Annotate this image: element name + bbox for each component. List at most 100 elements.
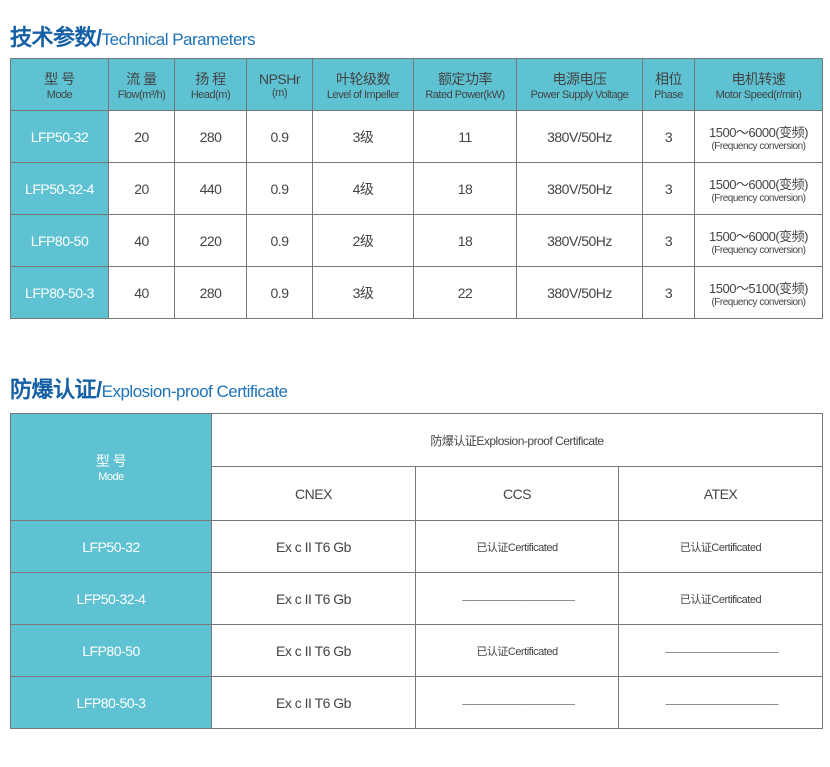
table-cell: 已认证Certificated [415,520,619,573]
table-cell: 0.9 [246,266,313,319]
table-cell: 280 [174,266,247,319]
speed-range: 1500～6000(变频) [709,176,809,192]
table-cell: 380V/50Hz [516,214,643,267]
table-cell: 380V/50Hz [516,110,643,163]
column-header: 电机转速 Motor Speed(r/min) [694,58,823,111]
table-cell: LFP80-50-3 [10,266,109,319]
table-cell: 3 [642,110,695,163]
header-cn: 扬 程 [195,70,226,87]
table-cell: 2级 [312,214,414,267]
column-header: 叶轮级数 Level of Impeller [312,58,414,111]
table-cell: Ex c II T6 Gb [211,624,416,677]
table-cell: 380V/50Hz [516,266,643,319]
table-cell: 已认证Certificated [618,520,823,573]
table-cell: —————————— [415,676,619,729]
table-cell: 220 [174,214,247,267]
table-cell: —————————— [618,676,823,729]
column-header: NPSHr (m) [246,58,313,111]
table-cell: —————————— [415,572,619,625]
cert-column-header: ATEX [618,466,823,521]
table-cell: 已认证Certificated [618,572,823,625]
header-en: Level of Impeller [326,88,400,101]
table-cell: 18 [413,214,517,267]
table-cell: 4级 [312,162,414,215]
table-cell: 40 [108,214,175,267]
table-cell: 3 [642,266,695,319]
speed-note: (Frequency conversion) [711,140,806,152]
technical-parameters-table: 型 号 Mode 流 量 Flow(m³/h) 扬 程 Head(m) NPSHr (m) 叶轮… [10,58,823,319]
table-cell: 0.9 [246,110,313,163]
column-header: 型 号 Mode [10,58,109,111]
table-cell: 3级 [312,266,414,319]
speed-range: 1500～6000(变频) [709,124,809,140]
table-cell: 20 [108,162,175,215]
table-cell: 280 [174,110,247,163]
speed-range: 1500～6000(变频) [709,228,809,244]
header-cn: 相位 [655,70,683,87]
table-cell: LFP80-50 [10,624,212,677]
table-row: LFP80-50 Ex c II T6 Gb 已认证Certificated ————… [10,624,823,677]
table-cell: 11 [413,110,517,163]
header-cn: 型 号 [44,70,75,87]
table-row: LFP50-32 Ex c II T6 Gb 已认证Certificated 已认证C… [10,520,823,573]
column-header: 流 量 Flow(m³/h) [108,58,175,111]
header-cn: 电机转速 [731,70,787,87]
table-cell: 0.9 [246,214,313,267]
table-cell: LFP50-32-4 [10,572,212,625]
table-cell: LFP50-32-4 [10,162,109,215]
cert-column-header: CNEX [211,466,416,521]
tech-title: 技术参数/Technical Parameters [10,25,256,50]
header-en: Rated Power(kW) [425,88,505,101]
speed-note: (Frequency conversion) [711,244,806,256]
table-cell: 20 [108,110,175,163]
table-row: LFP50-32-4 20 440 0.9 4级 18 380V/50Hz 3 1500～600… [10,162,823,215]
cert-group-header: 防爆认证Explosion-proof Certificate [211,413,823,467]
table-row: LFP80-50-3 Ex c II T6 Gb —————————— ———————… [10,676,823,729]
table-cell: LFP80-50-3 [10,676,212,729]
header-cn: NPSHr [258,70,301,87]
speed-note: (Frequency conversion) [711,296,806,308]
model-header: 型 号 Mode [10,413,212,521]
table-cell: LFP50-32 [10,520,212,573]
table-cell: 440 [174,162,247,215]
speed-range: 1500～5100(变频) [709,280,809,296]
column-header: 扬 程 Head(m) [174,58,247,111]
cert-title: 防爆认证/Explosion-proof Certificate [10,377,288,402]
table-cell: 3级 [312,110,414,163]
table-cell: 3 [642,214,695,267]
header-cn: 流 量 [126,70,157,87]
header-cn: 额定功率 [438,70,493,87]
table-row: LFP80-50-3 40 280 0.9 3级 22 380V/50Hz 3 1500～510… [10,266,823,319]
table-cell: 380V/50Hz [516,162,643,215]
table-row: LFP50-32 20 280 0.9 3级 11 380V/50Hz 3 1500～6000(… [10,110,823,163]
column-header: 相位 Phase [642,58,695,111]
cert-column-header: CCS [415,466,619,521]
header-en: Power Supply Voltage [530,88,629,101]
header-en: Motor Speed(r/min) [715,88,802,101]
column-header: 额定功率 Rated Power(kW) [413,58,517,111]
table-cell: —————————— [618,624,823,677]
header-en: Flow(m³/h) [117,88,166,101]
motor-speed-cell: 1500～6000(变频) (Frequency conversion) [694,110,823,163]
table-cell: 3 [642,162,695,215]
table-row: LFP80-50 40 220 0.9 2级 18 380V/50Hz 3 1500～6000(… [10,214,823,267]
table-cell: 0.9 [246,162,313,215]
table-cell: 18 [413,162,517,215]
motor-speed-cell: 1500～6000(变频) (Frequency conversion) [694,214,823,267]
header-cn: 电源电压 [552,70,608,87]
motor-speed-cell: 1500～6000(变频) (Frequency conversion) [694,162,823,215]
header-en: (m) [272,86,288,99]
column-header: 电源电压 Power Supply Voltage [516,58,643,111]
header-en: Head(m) [190,88,231,101]
table-row: LFP50-32-4 Ex c II T6 Gb —————————— 已认证Cert… [10,572,823,625]
table-cell: Ex c II T6 Gb [211,520,416,573]
table-cell: Ex c II T6 Gb [211,676,416,729]
table-cell: Ex c II T6 Gb [211,572,416,625]
explosion-proof-table: 型 号 Mode 防爆认证Explosion-proof Certificate … [10,413,823,729]
table-cell: 40 [108,266,175,319]
motor-speed-cell: 1500～5100(变频) (Frequency conversion) [694,266,823,319]
table-cell: LFP80-50 [10,214,109,267]
table-cell: LFP50-32 [10,110,109,163]
table-cell: 22 [413,266,517,319]
header-en: Mode [46,88,73,101]
